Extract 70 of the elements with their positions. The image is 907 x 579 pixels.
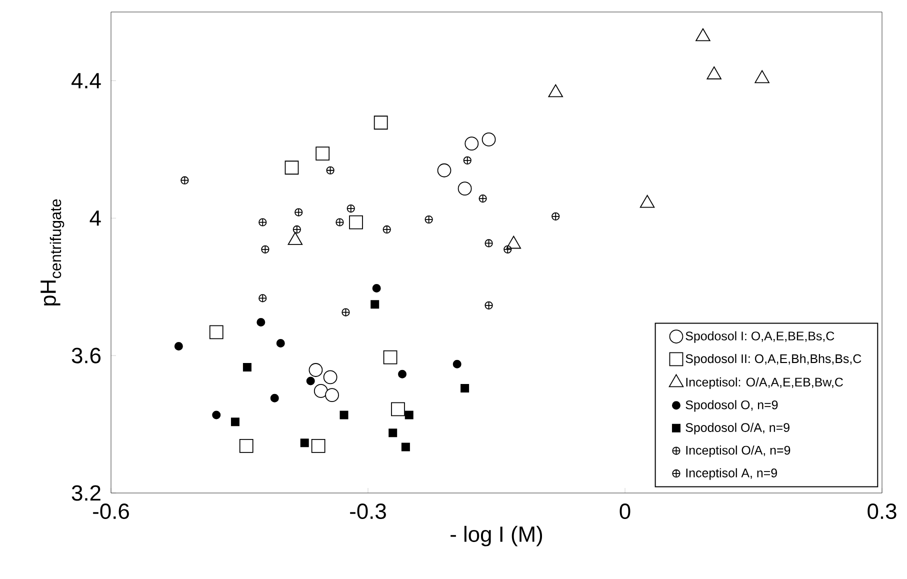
x-tick-label: -0.3 bbox=[350, 504, 386, 520]
point bbox=[552, 212, 560, 220]
point bbox=[342, 308, 350, 316]
point bbox=[325, 388, 339, 402]
point bbox=[382, 225, 391, 234]
point bbox=[294, 208, 303, 216]
point bbox=[300, 438, 309, 448]
y-tick-label: 3.6 bbox=[72, 348, 101, 364]
point bbox=[404, 410, 414, 420]
point bbox=[482, 132, 496, 146]
point bbox=[258, 294, 267, 302]
point bbox=[336, 218, 344, 226]
point bbox=[270, 394, 279, 402]
point bbox=[340, 410, 348, 420]
point bbox=[230, 418, 240, 426]
point bbox=[437, 163, 452, 178]
point bbox=[306, 376, 315, 386]
point bbox=[242, 363, 252, 372]
y-tick-label: 4.4 bbox=[72, 73, 101, 88]
legend-label: Spodosol O, n=9 bbox=[686, 400, 778, 412]
point bbox=[464, 136, 479, 151]
x-axis-title: - log I (M) bbox=[450, 526, 542, 546]
point bbox=[372, 284, 381, 292]
point bbox=[504, 245, 512, 254]
point bbox=[374, 116, 388, 130]
point bbox=[239, 438, 254, 453]
y-tick-label: 4 bbox=[90, 210, 101, 226]
y-tick-label: 3.2 bbox=[72, 485, 100, 501]
x-tick-label: 0.3 bbox=[868, 504, 896, 520]
point bbox=[383, 350, 398, 364]
point bbox=[212, 410, 221, 420]
legend-label: Inceptisol A, n=9 bbox=[686, 468, 777, 480]
point bbox=[484, 301, 493, 310]
point bbox=[314, 384, 328, 398]
point bbox=[209, 325, 224, 340]
point bbox=[349, 215, 363, 230]
legend-label: Inceptisol O/A, n=9 bbox=[686, 446, 790, 458]
point bbox=[388, 428, 398, 438]
point bbox=[458, 182, 472, 196]
point bbox=[391, 402, 405, 416]
point bbox=[292, 225, 301, 234]
point bbox=[460, 384, 470, 392]
legend-label: Spodosol I: O,A,E,BE,Bs,C bbox=[686, 331, 834, 343]
point bbox=[261, 245, 270, 254]
point bbox=[323, 370, 338, 384]
x-tick-label: 0 bbox=[620, 504, 630, 520]
point bbox=[370, 300, 380, 309]
point bbox=[258, 218, 267, 226]
point bbox=[284, 160, 299, 175]
point bbox=[346, 204, 355, 213]
point bbox=[424, 215, 433, 224]
legend-label: Spodosol II: O,A,E,Bh,Bhs,Bs,C bbox=[686, 354, 862, 366]
legend-label: Spodosol O/A, n=9 bbox=[686, 422, 790, 434]
point bbox=[174, 342, 183, 351]
point bbox=[316, 146, 330, 160]
point bbox=[311, 438, 326, 453]
point bbox=[401, 442, 410, 452]
point bbox=[256, 318, 266, 326]
point bbox=[308, 363, 323, 377]
point bbox=[398, 370, 407, 378]
y-axis-title: $\mathrm{pH}_{\mathrm{centrifugate}}$ bbox=[40, 199, 64, 306]
point bbox=[276, 338, 285, 348]
legend-label: Inceptisol: O/A,A,E,EB,Bw,C bbox=[686, 377, 843, 390]
point bbox=[484, 239, 493, 248]
point bbox=[180, 176, 189, 184]
point bbox=[452, 360, 462, 368]
point bbox=[463, 156, 472, 164]
point bbox=[478, 194, 487, 203]
point bbox=[326, 166, 334, 174]
x-tick-label: -0.6 bbox=[93, 504, 129, 520]
